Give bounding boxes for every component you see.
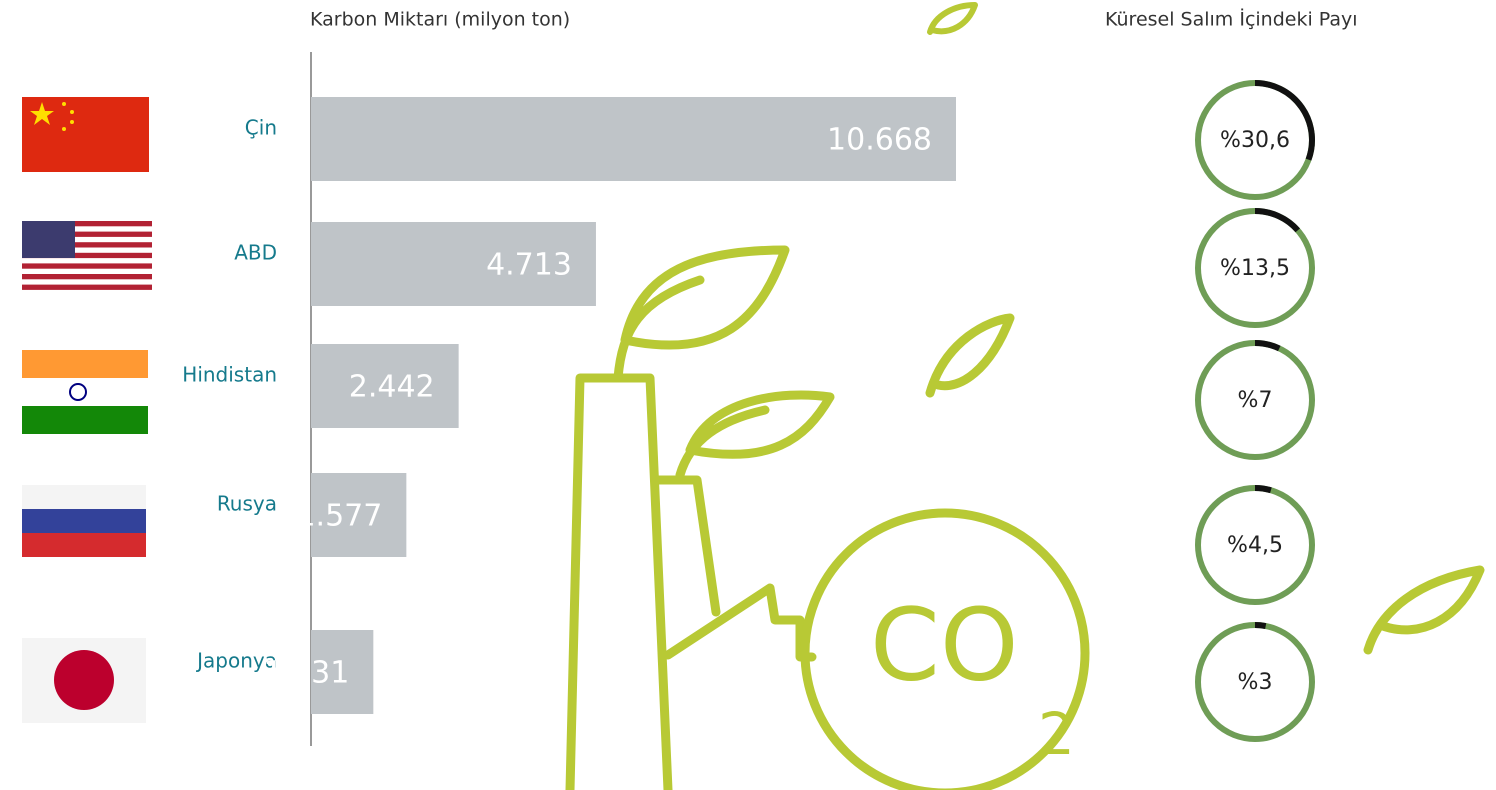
leaf [930, 318, 1010, 393]
co2-text: CO [870, 586, 1019, 703]
infographic: CO 2 Karbon Miktarı (milyon ton) Küresel… [0, 0, 1496, 790]
flag-disc [54, 650, 114, 710]
flag-russia [22, 509, 146, 533]
leaf [1368, 570, 1480, 650]
flag-star [62, 102, 66, 106]
flag-russia [22, 533, 146, 557]
donut-arc [1255, 211, 1298, 230]
page: CO 2 Karbon Miktarı (milyon ton) Küresel… [0, 0, 1496, 790]
donut-label: %7 [1238, 388, 1273, 413]
flag-star [62, 127, 66, 131]
chimney-small [658, 480, 716, 612]
flag-canton [22, 221, 75, 258]
leaf [680, 395, 830, 475]
bar-title: Karbon Miktarı (milyon ton) [310, 9, 570, 31]
donut-label: %4,5 [1227, 533, 1283, 558]
donut-label: %30,6 [1220, 128, 1290, 153]
category-label: Hindistan [182, 363, 277, 387]
donut-arc [1255, 625, 1266, 626]
flag-star [70, 120, 74, 124]
value-label: 4.713 [486, 248, 572, 283]
donut-title: Küresel Salım İçindeki Payı [1105, 8, 1358, 31]
flags [22, 97, 152, 723]
category-label: ABD [234, 241, 277, 265]
value-label: 10.668 [827, 123, 932, 158]
flag-russia [22, 485, 146, 509]
category-label: Rusya [217, 492, 277, 516]
flag-india [22, 406, 148, 434]
factory-roof [668, 588, 812, 657]
value-label: 2.442 [349, 370, 435, 405]
donut-arc [1255, 343, 1279, 348]
flag-star [70, 110, 74, 114]
leaf [930, 5, 975, 32]
leaf [618, 250, 785, 378]
value-label: 1.577 [296, 499, 382, 534]
chimney [570, 378, 668, 790]
flag-india [22, 350, 148, 378]
category-label: Çin [245, 116, 277, 140]
value-label: 1.031 [263, 656, 349, 691]
donut-arc [1255, 488, 1271, 490]
donut-label: %3 [1238, 670, 1273, 695]
donut-label: %13,5 [1220, 256, 1290, 281]
co2-subscript: 2 [1038, 700, 1075, 768]
